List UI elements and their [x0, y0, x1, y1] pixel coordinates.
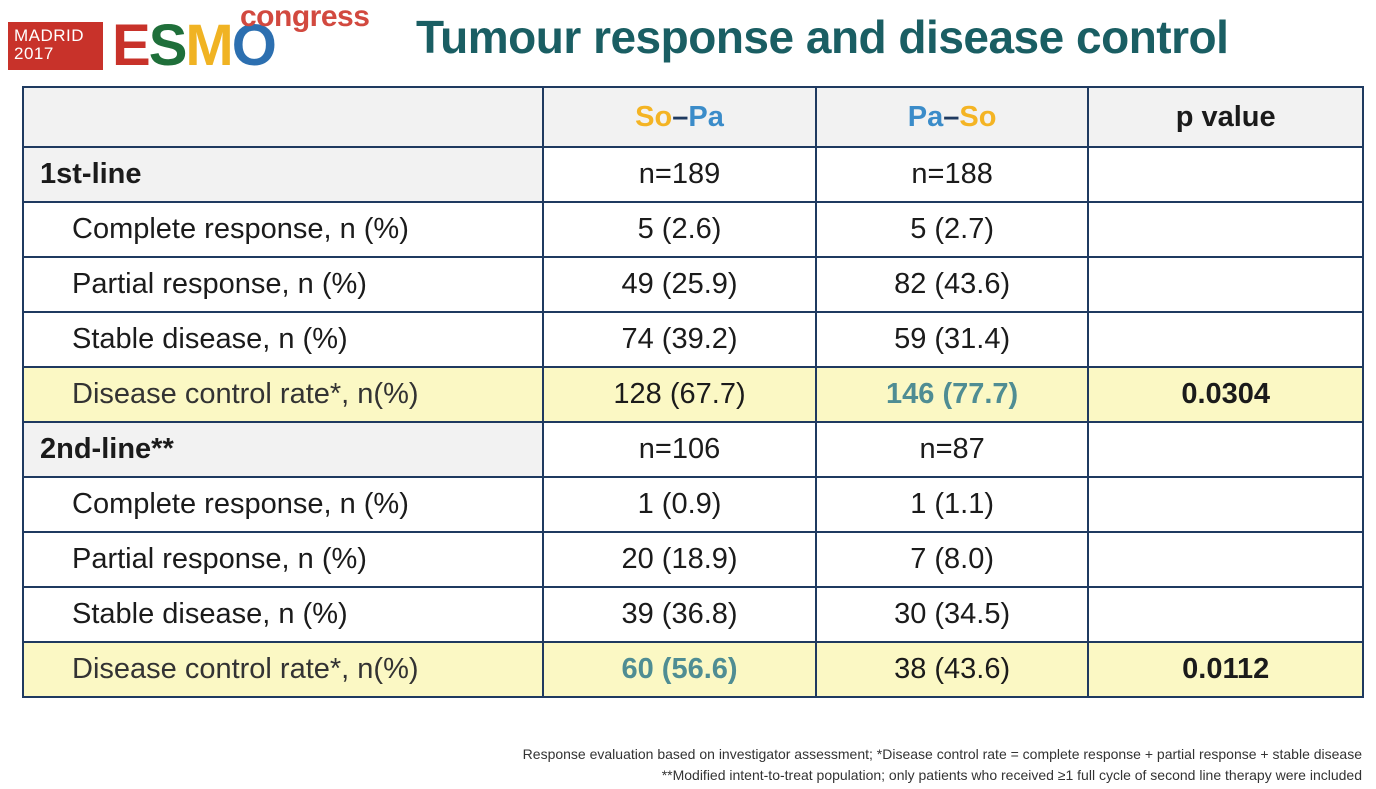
row-value-arm2: 30 (34.5) — [814, 586, 1090, 643]
row-value-arm1: 39 (36.8) — [542, 586, 817, 643]
arm1-part-a: So — [635, 100, 673, 133]
row-label: Stable disease, n (%) — [21, 586, 545, 643]
table-row: Complete response, n (%) 1 (0.9) 1 (1.1) — [21, 476, 1364, 533]
section-label: 1st-line — [21, 146, 545, 203]
response-table: So–Pa Pa–So p value 1st-line n=189 n=188… — [21, 86, 1364, 698]
dcr-label: Disease control rate*, n(%) — [21, 641, 545, 698]
table-header-row: So–Pa Pa–So p value — [21, 86, 1364, 148]
section-row-1st-line: 1st-line n=189 n=188 — [21, 146, 1364, 203]
section-p-cell — [1087, 421, 1364, 478]
dcr-value-arm1: 60 (56.6) — [542, 641, 817, 698]
row-value-arm2: 59 (31.4) — [814, 311, 1090, 368]
header-arm1: So–Pa — [542, 86, 817, 148]
section-n-arm2: n=87 — [814, 421, 1090, 478]
row-p-cell — [1087, 201, 1364, 258]
row-label: Stable disease, n (%) — [21, 311, 545, 368]
header-blank-cell — [21, 86, 545, 148]
row-value-arm2: 7 (8.0) — [814, 531, 1090, 588]
row-p-cell — [1087, 256, 1364, 313]
section-n-arm1: n=189 — [542, 146, 817, 203]
section-label: 2nd-line** — [21, 421, 545, 478]
section-p-cell — [1087, 146, 1364, 203]
table-row: Complete response, n (%) 5 (2.6) 5 (2.7) — [21, 201, 1364, 258]
row-value-arm2: 5 (2.7) — [814, 201, 1090, 258]
row-value-arm1: 5 (2.6) — [542, 201, 817, 258]
madrid-2017-badge: MADRID 2017 — [8, 22, 103, 70]
dcr-label: Disease control rate*, n(%) — [21, 366, 545, 423]
disease-control-rate-row: Disease control rate*, n(%) 128 (67.7) 1… — [21, 366, 1364, 423]
disease-control-rate-row: Disease control rate*, n(%) 60 (56.6) 38… — [21, 641, 1364, 698]
footnote-line-1: Response evaluation based on investigato… — [522, 746, 1362, 762]
section-n-arm2: n=188 — [814, 146, 1090, 203]
section-n-arm1: n=106 — [542, 421, 817, 478]
table-row: Partial response, n (%) 20 (18.9) 7 (8.0… — [21, 531, 1364, 588]
dcr-value-arm1: 128 (67.7) — [542, 366, 817, 423]
arm1-part-b: Pa — [688, 100, 724, 133]
logo-letter-o: O — [231, 13, 277, 78]
esmo-wordmark: ESMO — [112, 13, 277, 78]
logo-congress-text: congress — [240, 0, 370, 33]
row-value-arm1: 1 (0.9) — [542, 476, 817, 533]
table-row: Partial response, n (%) 49 (25.9) 82 (43… — [21, 256, 1364, 313]
row-p-cell — [1087, 586, 1364, 643]
row-label: Complete response, n (%) — [21, 201, 545, 258]
row-label: Partial response, n (%) — [21, 256, 545, 313]
arm1-dash: – — [672, 100, 689, 133]
table-row: Stable disease, n (%) 74 (39.2) 59 (31.4… — [21, 311, 1364, 368]
esmo-congress-logo: MADRID 2017 ESMO congress — [8, 0, 370, 78]
row-p-cell — [1087, 311, 1364, 368]
arm2-dash: – — [943, 100, 960, 133]
footnotes: Response evaluation based on investigato… — [523, 744, 1362, 786]
header-arm2: Pa–So — [814, 86, 1090, 148]
arm2-part-b: So — [959, 100, 997, 133]
header-p-value: p value — [1087, 86, 1364, 148]
logo-letter-e: E — [112, 13, 151, 78]
row-label: Complete response, n (%) — [21, 476, 545, 533]
row-value-arm1: 74 (39.2) — [542, 311, 817, 368]
row-value-arm2: 1 (1.1) — [814, 476, 1090, 533]
logo-city: MADRID — [14, 26, 85, 45]
dcr-value-arm2: 38 (43.6) — [814, 641, 1090, 698]
logo-letter-s: S — [148, 13, 188, 78]
footnote-line-2: **Modified intent-to-treat population; o… — [661, 767, 1362, 783]
row-p-cell — [1087, 531, 1364, 588]
row-value-arm1: 20 (18.9) — [542, 531, 817, 588]
logo-year: 2017 — [14, 44, 54, 63]
page-title: Tumour response and disease control — [416, 11, 1229, 63]
logo-letter-m: M — [185, 13, 233, 78]
dcr-p-value: 0.0112 — [1087, 641, 1364, 698]
row-value-arm2: 82 (43.6) — [814, 256, 1090, 313]
dcr-value-arm2: 146 (77.7) — [814, 366, 1090, 423]
dcr-p-value: 0.0304 — [1087, 366, 1364, 423]
table-row: Stable disease, n (%) 39 (36.8) 30 (34.5… — [21, 586, 1364, 643]
row-label: Partial response, n (%) — [21, 531, 545, 588]
row-p-cell — [1087, 476, 1364, 533]
section-row-2nd-line: 2nd-line** n=106 n=87 — [21, 421, 1364, 478]
arm2-part-a: Pa — [907, 100, 944, 133]
row-value-arm1: 49 (25.9) — [542, 256, 817, 313]
